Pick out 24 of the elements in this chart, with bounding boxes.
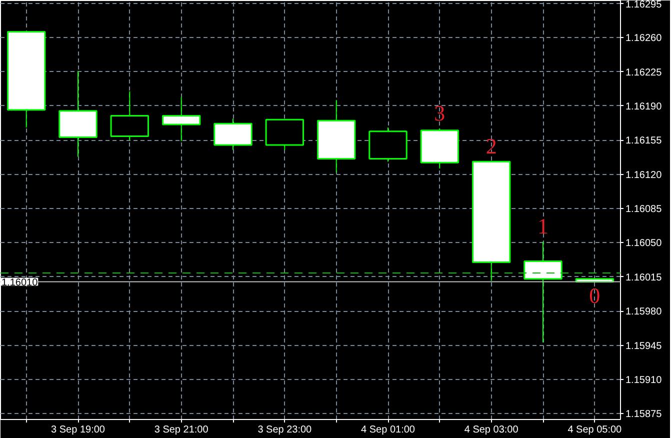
y-tick-label: 1.15910	[626, 374, 662, 386]
annotation: 0	[589, 282, 600, 308]
y-tick-label: 1.16225	[626, 67, 662, 78]
annotation: 2	[486, 134, 497, 159]
y-tick-label: 1.16120	[626, 170, 662, 181]
x-tick-label: 3 Sep 19:00	[51, 424, 106, 436]
y-tick-label: 1.15980	[626, 306, 662, 318]
y-tick-label: 1.15875	[626, 409, 662, 420]
x-tick-label: 4 Sep 03:00	[464, 424, 519, 436]
y-tick-label: 1.16260	[626, 33, 662, 44]
x-tick-label: 3 Sep 23:00	[258, 424, 312, 436]
y-tick-label: 1.16295	[626, 0, 662, 10]
y-tick-label: 1.16155	[626, 136, 662, 147]
x-tick-label: 4 Sep 05:00	[568, 424, 622, 436]
annotation: 1	[538, 214, 548, 239]
y-tick-label: 1.16050	[626, 238, 662, 250]
x-tick-label: 4 Sep 01:00	[361, 424, 416, 436]
y-tick-label: 1.15945	[626, 340, 662, 352]
y-tick-label: 1.16015	[626, 272, 662, 284]
ref-line-label: 1.16010	[2, 277, 38, 288]
x-tick-label: 3 Sep 21:00	[154, 424, 209, 436]
y-tick-label: 1.16085	[626, 204, 662, 216]
y-tick-label: 1.16190	[626, 101, 662, 112]
annotation: 3	[434, 100, 446, 126]
